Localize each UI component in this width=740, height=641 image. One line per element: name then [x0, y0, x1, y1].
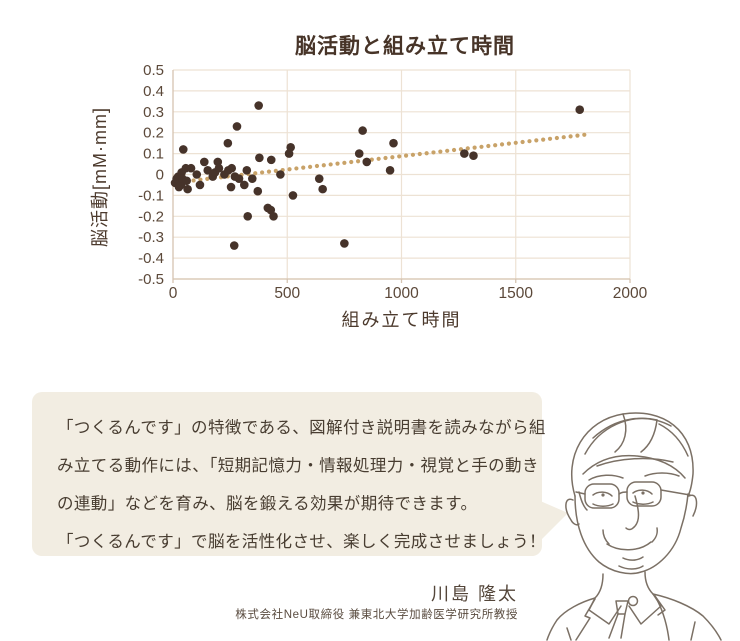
- left-eye: [592, 491, 613, 497]
- jacket-right-notch: [654, 595, 666, 616]
- author-name: 川島 隆太: [430, 584, 518, 604]
- tie-knot: [615, 600, 629, 615]
- jacket-right-lapel: [654, 595, 670, 641]
- hairline: [582, 454, 686, 479]
- chart-title: 脳活動と組み立て時間: [295, 35, 515, 58]
- lower-lip: [622, 556, 644, 561]
- y-tick-label: 0.3: [143, 104, 164, 121]
- y-tick-label: -0.3: [138, 229, 164, 246]
- speech-line-1: 「つくるんです」の特徴である、図解付き説明書を読みながら組: [57, 419, 546, 437]
- glasses-left-arm: [575, 491, 586, 495]
- tie-body: [608, 613, 626, 639]
- left-undereye: [592, 503, 614, 507]
- y-tick-label: -0.4: [138, 250, 164, 267]
- y-tick-label: 0.4: [143, 83, 164, 100]
- y-axis-label: 脳活動[mM·mm]: [90, 107, 110, 247]
- left-eyebrow: [588, 474, 624, 481]
- y-tick-label: -0.2: [138, 208, 164, 225]
- left-smile-line: [602, 529, 610, 545]
- hair-strand: [640, 419, 658, 453]
- jacket-right-shoulder: [652, 593, 722, 641]
- hair-strand: [592, 417, 672, 439]
- right-eye: [632, 489, 653, 495]
- speech-line-3: の連動」などを育み、脳を鍛える効果が期待できます。: [57, 495, 478, 513]
- right-smile-line: [651, 527, 658, 543]
- y-tick-label: -0.1: [138, 187, 164, 204]
- glasses-left-lens: [584, 483, 620, 509]
- author-title: 株式会社NeU取締役 兼東北大学加齢医学研究所教授: [235, 609, 518, 621]
- speech-bubble-tail: [538, 500, 568, 543]
- y-tick-label: 0.2: [143, 125, 164, 142]
- y-tick-label: 0.5: [143, 62, 164, 79]
- jacket-left-lapel: [575, 598, 596, 641]
- speech-line-4: 「つくるんです」で脳を活性化させ、楽しく完成させましょう！: [57, 533, 546, 551]
- portrait-illustration: [546, 412, 722, 641]
- x-tick-label: 500: [274, 285, 300, 302]
- left-pupil: [601, 493, 605, 497]
- hair-strand: [658, 423, 689, 457]
- y-tick-label: -0.5: [138, 271, 164, 288]
- x-tick-label: 1500: [499, 285, 534, 302]
- x-tick-label: 1000: [384, 285, 419, 302]
- hair-outline: [571, 412, 694, 497]
- neck-right: [644, 571, 654, 595]
- left-ear: [565, 498, 580, 526]
- sideburn: [578, 491, 588, 511]
- nose: [625, 495, 640, 531]
- right-eyebrow: [644, 472, 680, 477]
- face-outline: [574, 493, 689, 575]
- glasses-bridge: [618, 491, 628, 495]
- y-tick-label: 0: [156, 167, 164, 184]
- smile: [606, 541, 652, 551]
- jacket-left-shoulder: [546, 597, 596, 641]
- x-tick-label: 0: [169, 285, 178, 302]
- speech-line-2: み立てる動作には、「短期記憶力・情報処理力・視覚と手の動き: [57, 457, 539, 475]
- right-undereye: [632, 501, 654, 505]
- right-ear: [688, 494, 698, 517]
- scatter-chart: 0.5 0.4 0.3 0.2 0.1 0 -0.1 -0.2 -0.3 -0.4 -0.5 0 500…: [138, 62, 648, 302]
- glasses-right-arm: [660, 489, 691, 496]
- jacket-right-edge: [690, 621, 696, 641]
- jacket-left-edge: [566, 627, 572, 641]
- x-tick-label: 2000: [613, 285, 648, 302]
- lapel-pin: [627, 595, 639, 607]
- speech-bubble: 「つくるんです」の特徴である、図解付き説明書を読みながら組 み立てる動作には、「…: [32, 392, 546, 556]
- right-pupil: [641, 491, 645, 495]
- glasses-right-lens: [626, 481, 662, 507]
- neck-left: [594, 573, 604, 599]
- y-tick-label: 0.1: [143, 146, 164, 163]
- chin-line: [618, 565, 644, 570]
- hair-strand: [614, 413, 627, 453]
- forehead-line: [596, 457, 674, 467]
- x-axis-label: 組み立て時間: [341, 310, 462, 330]
